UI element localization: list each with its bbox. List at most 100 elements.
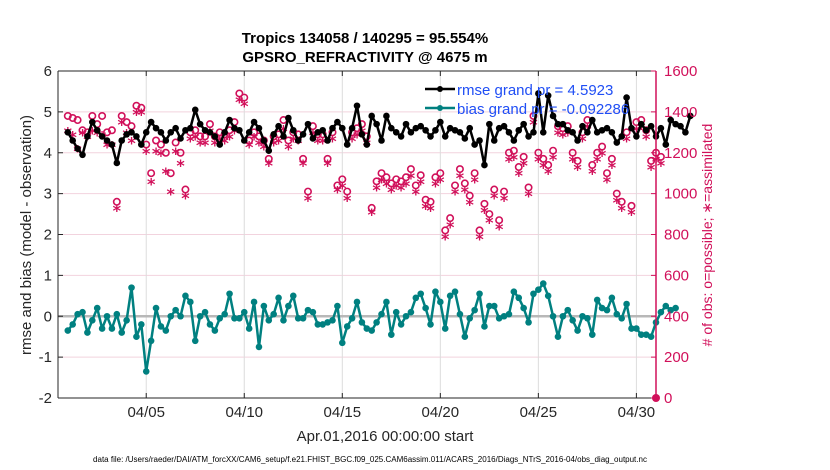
obs-assimilated-marker: * bbox=[78, 125, 87, 144]
obs-possible-marker bbox=[568, 148, 577, 157]
obs-possible-marker bbox=[441, 226, 450, 235]
obs-assimilated-marker: * bbox=[225, 129, 234, 148]
y-right-tick-label: 0 bbox=[664, 390, 672, 407]
obs-assimilated-marker: * bbox=[407, 168, 416, 187]
obs-assimilated-marker: * bbox=[377, 172, 386, 191]
rmse-marker bbox=[623, 94, 630, 101]
obs-possible-marker bbox=[367, 203, 376, 212]
obs-assimilated-marker: * bbox=[598, 146, 607, 165]
obs-assimilated-marker: * bbox=[260, 140, 269, 159]
y-tick-label: -1 bbox=[39, 349, 52, 366]
obs-assimilated-marker: * bbox=[274, 134, 283, 153]
bias-marker bbox=[343, 323, 351, 330]
bias-marker bbox=[451, 288, 459, 296]
y-tick-label: 4 bbox=[44, 145, 52, 162]
obs-assimilated-marker: * bbox=[618, 201, 627, 220]
obs-assimilated-marker: * bbox=[250, 129, 259, 148]
obs-assimilated-marker: * bbox=[480, 203, 489, 222]
obs-possible-marker bbox=[460, 179, 469, 188]
rmse-marker bbox=[549, 112, 557, 120]
rmse-marker bbox=[98, 133, 106, 140]
rmse-marker bbox=[481, 161, 488, 169]
bias-marker bbox=[289, 292, 297, 300]
obs-assimilated-marker: * bbox=[176, 156, 185, 175]
rmse-marker bbox=[373, 120, 380, 128]
bias-marker bbox=[392, 308, 400, 316]
rmse-marker bbox=[157, 129, 165, 136]
y-right-tick-label: 1400 bbox=[664, 104, 697, 121]
obs-possible-marker bbox=[107, 126, 116, 135]
bias-marker bbox=[93, 304, 101, 312]
rmse-marker bbox=[294, 137, 302, 144]
bias-marker bbox=[368, 327, 376, 334]
bias-marker bbox=[623, 300, 630, 308]
bias-marker bbox=[388, 331, 395, 338]
bias-marker bbox=[280, 317, 287, 324]
obs-assimilated-marker: * bbox=[372, 181, 381, 200]
rmse-marker bbox=[432, 126, 439, 134]
rmse-marker bbox=[647, 122, 655, 130]
obs-possible-marker bbox=[612, 189, 621, 198]
obs-assimilated-marker: * bbox=[500, 191, 509, 210]
rmse-marker bbox=[637, 120, 645, 128]
obs-assimilated-marker: * bbox=[627, 205, 636, 224]
obs-possible-marker bbox=[534, 148, 543, 157]
obs-possible-marker bbox=[588, 161, 597, 170]
obs-assimilated-marker: * bbox=[245, 138, 254, 157]
rmse-marker bbox=[89, 118, 96, 126]
bias-marker bbox=[588, 331, 596, 338]
obs-assimilated-marker: * bbox=[387, 183, 396, 202]
rmse-marker bbox=[172, 124, 179, 132]
obs-possible-marker bbox=[387, 179, 396, 188]
obs-possible-marker bbox=[416, 171, 425, 180]
obs-assimilated-marker: * bbox=[568, 152, 577, 171]
bias-marker bbox=[633, 325, 640, 332]
legend-rmse-marker bbox=[437, 86, 443, 92]
bias-marker bbox=[593, 296, 601, 304]
obs-possible-marker bbox=[573, 156, 582, 165]
obs-assimilated-marker: * bbox=[162, 164, 171, 183]
obs-possible-marker bbox=[490, 185, 499, 194]
bias-marker bbox=[211, 327, 219, 334]
rmse-marker bbox=[539, 129, 547, 136]
obs-assimilated-marker: * bbox=[113, 201, 122, 220]
bias-marker bbox=[84, 329, 91, 336]
rmse-marker bbox=[608, 129, 616, 136]
obs-assimilated-marker: * bbox=[466, 195, 475, 214]
obs-assimilated-marker: * bbox=[578, 131, 587, 150]
bias-marker bbox=[603, 306, 611, 314]
obs-assimilated-marker: * bbox=[421, 199, 430, 218]
obs-possible-marker bbox=[112, 197, 121, 206]
obs-possible-marker bbox=[137, 103, 146, 112]
rmse-marker bbox=[687, 112, 694, 120]
obs-assimilated-marker: * bbox=[505, 152, 514, 171]
obs-assimilated-marker: * bbox=[642, 129, 651, 148]
obs-assimilated-marker: * bbox=[103, 138, 112, 157]
obs-assimilated-marker: * bbox=[417, 174, 426, 193]
bias-marker bbox=[618, 314, 625, 322]
obs-possible-marker bbox=[539, 154, 548, 163]
obs-assimilated-marker: * bbox=[93, 125, 102, 144]
obs-possible-marker bbox=[524, 183, 533, 192]
rmse-marker bbox=[574, 137, 581, 144]
bias-marker bbox=[216, 314, 224, 322]
obs-assimilated-marker: * bbox=[515, 166, 524, 185]
bias-marker bbox=[314, 321, 322, 328]
bias-marker bbox=[549, 312, 557, 320]
obs-possible-marker bbox=[446, 214, 455, 223]
y-right-tick-label: 1200 bbox=[664, 145, 697, 162]
obs-possible-marker bbox=[98, 111, 107, 120]
y-tick-label: -2 bbox=[39, 390, 52, 407]
y-axis-right-label: # of obs: o=possible; ∗=assimilated bbox=[699, 124, 715, 347]
obs-assimilated-marker: * bbox=[559, 127, 568, 146]
bias-marker bbox=[128, 284, 135, 291]
rmse-marker bbox=[93, 126, 101, 134]
rmse-marker bbox=[245, 129, 253, 136]
obs-assimilated-marker: * bbox=[284, 140, 293, 159]
obs-assimilated-marker: * bbox=[269, 136, 278, 155]
bias-marker bbox=[535, 286, 542, 293]
obs-assimilated-marker: * bbox=[186, 131, 195, 150]
obs-possible-marker bbox=[240, 93, 249, 102]
obs-assimilated-marker: * bbox=[368, 205, 377, 224]
bias-marker bbox=[79, 308, 86, 316]
